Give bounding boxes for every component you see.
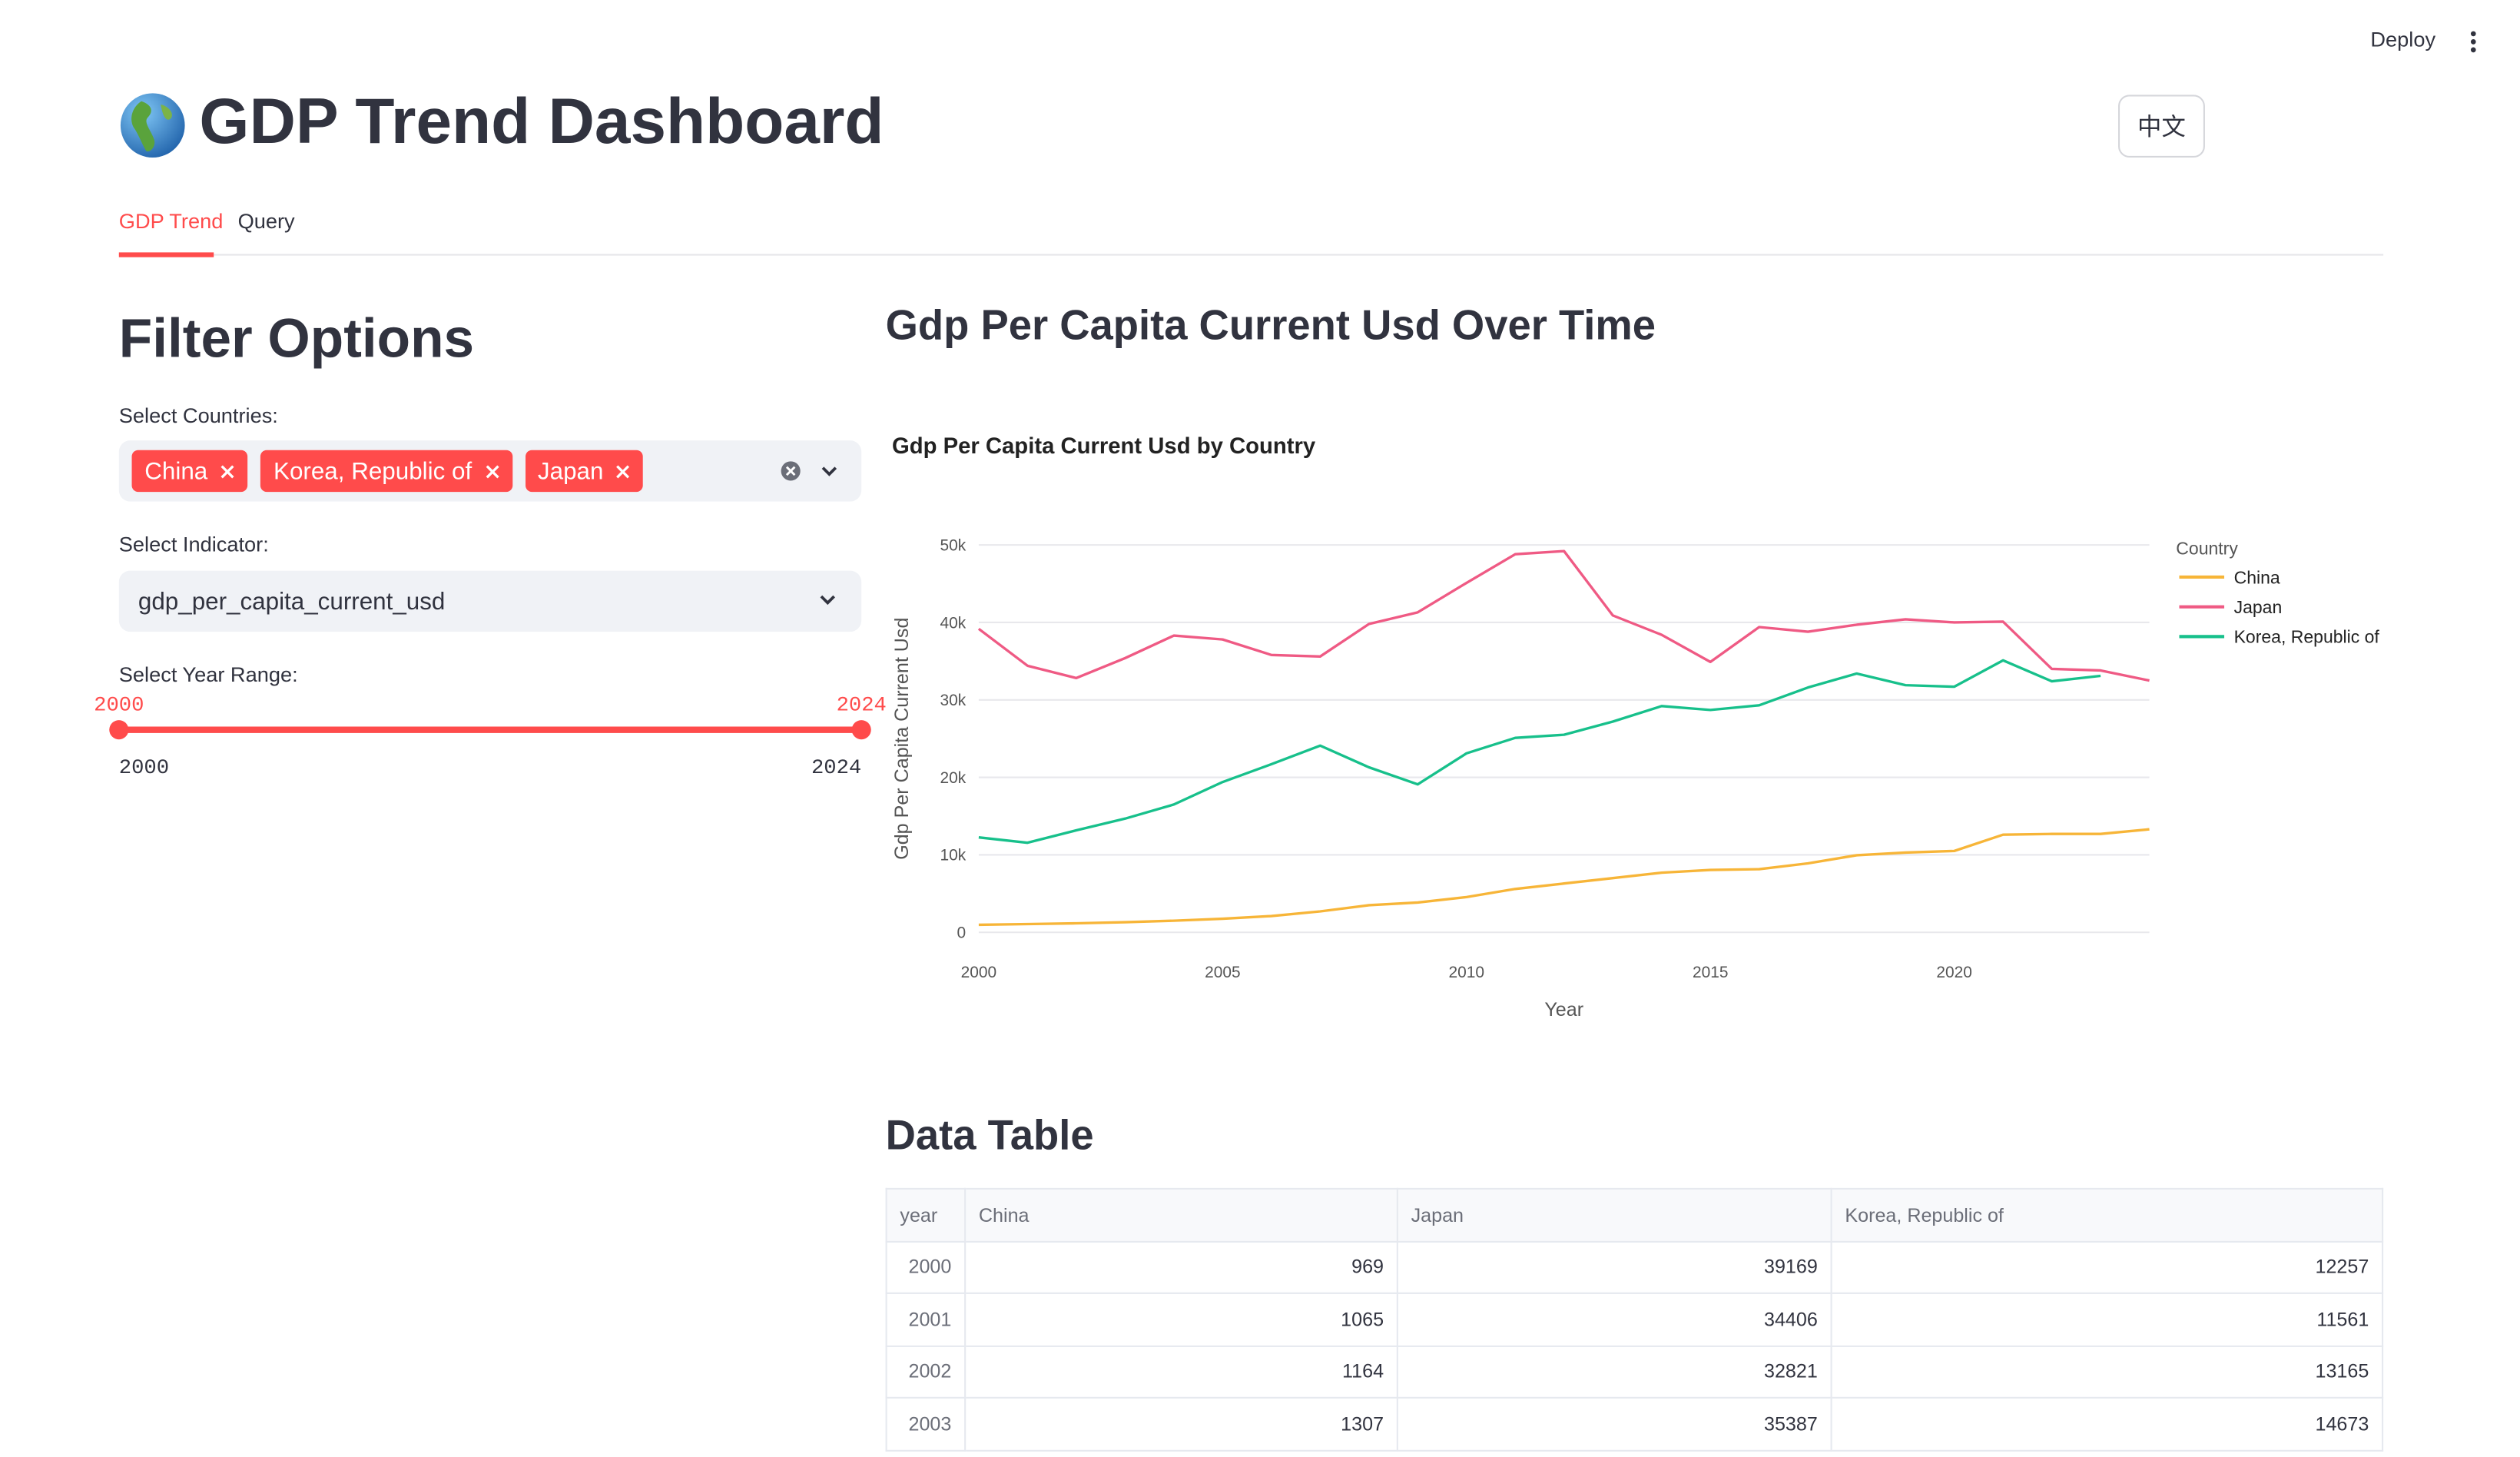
year-cell: 2000: [885, 1240, 967, 1294]
x-tick-label: 2020: [1936, 964, 1972, 981]
x-tick-label: 2005: [1205, 964, 1241, 981]
legend-label: Korea, Republic of: [2234, 627, 2380, 647]
slider-track: 2000 2024 2000 2024: [94, 694, 887, 781]
line-series: [977, 549, 2150, 682]
indicator-select[interactable]: gdp_per_capita_current_usd: [118, 570, 862, 632]
tab[interactable]: GDP Trend: [118, 208, 224, 234]
country-tag[interactable]: Japan: [525, 450, 644, 493]
value-cell: 12257: [1830, 1240, 2384, 1294]
legend-title: Country: [2176, 539, 2238, 559]
data-table: year China Japan Korea, Republic of 2000 969 3…: [885, 1187, 2384, 1451]
table-row: 2002 1164 32821 13165: [885, 1344, 2384, 1399]
y-tick-label: 20k: [940, 769, 966, 787]
column-header: Korea, Republic of: [1830, 1187, 2384, 1242]
y-tick-label: 50k: [940, 536, 966, 554]
country-multiselect[interactable]: China Korea, Republic of Japan: [118, 440, 862, 502]
x-axis-label: Year: [1544, 999, 1583, 1021]
slider-max: 2024: [811, 756, 861, 780]
filter-title: Filter Options: [118, 308, 475, 370]
year-cell: 2003: [885, 1396, 967, 1451]
tab-indicator: [118, 252, 214, 257]
tag-remove[interactable]: [616, 457, 631, 485]
y-tick-label: 40k: [940, 614, 966, 632]
deploy-button[interactable]: Deploy: [2370, 27, 2436, 51]
line-series: [978, 828, 2150, 927]
country-tag[interactable]: China: [131, 450, 248, 493]
field-label: Select Indicator:: [118, 532, 269, 556]
value-cell: 969: [964, 1240, 1398, 1294]
value-cell: 1307: [964, 1396, 1398, 1451]
slider-handle[interactable]: [851, 720, 871, 740]
country-tag[interactable]: Korea, Republic of: [260, 450, 512, 493]
x-tick-label: 2000: [961, 964, 997, 981]
remove-icon: [485, 464, 499, 478]
tag-remove[interactable]: [485, 457, 499, 485]
value-cell: 34406: [1396, 1292, 1832, 1346]
remove-icon: [617, 464, 631, 478]
year-cell: 2002: [885, 1344, 967, 1399]
value-cell: 1065: [964, 1292, 1398, 1346]
remove-icon: [220, 464, 234, 478]
value-cell: 14673: [1830, 1396, 2384, 1451]
tag-label: Korea, Republic of: [274, 457, 472, 485]
globe-icon: [120, 93, 185, 158]
y-tick-label: 30k: [940, 692, 966, 709]
value-cell: 11561: [1830, 1292, 2384, 1346]
year-cell: 2001: [885, 1292, 967, 1346]
chart-title: Gdp Per Capita Current Usd by Country: [892, 433, 1316, 459]
y-tick-label: 10k: [940, 847, 966, 865]
x-tick-label: 2010: [1449, 964, 1485, 981]
legend-label: Japan: [2234, 597, 2283, 617]
line-chart: Gdp Per Capita Current Usd by Country 0 10…: [891, 433, 2380, 1021]
value-cell: 1164: [964, 1344, 1398, 1399]
field-label: Select Year Range:: [118, 662, 298, 687]
slider-value: 2000: [94, 694, 144, 718]
menu-button[interactable]: [2465, 29, 2482, 55]
section-title: Data Table: [885, 1110, 1094, 1160]
column-header: China: [964, 1187, 1398, 1242]
table-row: 2003 1307 35387 14673: [885, 1396, 2384, 1451]
tag-label: Japan: [537, 457, 604, 485]
section-title: Gdp Per Capita Current Usd Over Time: [885, 300, 1656, 349]
value-cell: 13165: [1830, 1344, 2384, 1399]
x-tick-label: 2015: [1693, 964, 1729, 981]
column-header: Japan: [1396, 1187, 1832, 1242]
slider-handle[interactable]: [109, 720, 129, 740]
table-row: 2001 1065 34406 11561: [885, 1292, 2384, 1346]
column-header: year: [885, 1187, 967, 1242]
header-row: year China Japan Korea, Republic of: [885, 1187, 2384, 1242]
field-label: Select Countries:: [118, 403, 278, 428]
slider-min: 2000: [119, 756, 169, 780]
legend-label: China: [2234, 567, 2280, 587]
tag-label: China: [144, 457, 208, 485]
value-cell: 32821: [1396, 1344, 1832, 1399]
line-series: [978, 659, 2101, 845]
slider-value: 2024: [837, 694, 887, 718]
select-value: gdp_per_capita_current_usd: [138, 587, 446, 616]
y-tick-label: 0: [957, 924, 967, 942]
tag-remove[interactable]: [220, 457, 235, 485]
multiselect-controls: [781, 461, 837, 481]
y-axis-label: Gdp Per Capita Current Usd: [891, 618, 913, 860]
chevron: [820, 595, 835, 606]
language-button[interactable]: 中文: [2117, 95, 2205, 158]
table-row: 2000 969 39169 12257: [885, 1240, 2384, 1294]
value-cell: 39169: [1396, 1240, 1832, 1294]
tab[interactable]: Query: [237, 208, 295, 234]
tab-divider: [118, 254, 2384, 256]
page-title: GDP Trend Dashboard: [199, 86, 884, 158]
value-cell: 35387: [1396, 1396, 1832, 1451]
